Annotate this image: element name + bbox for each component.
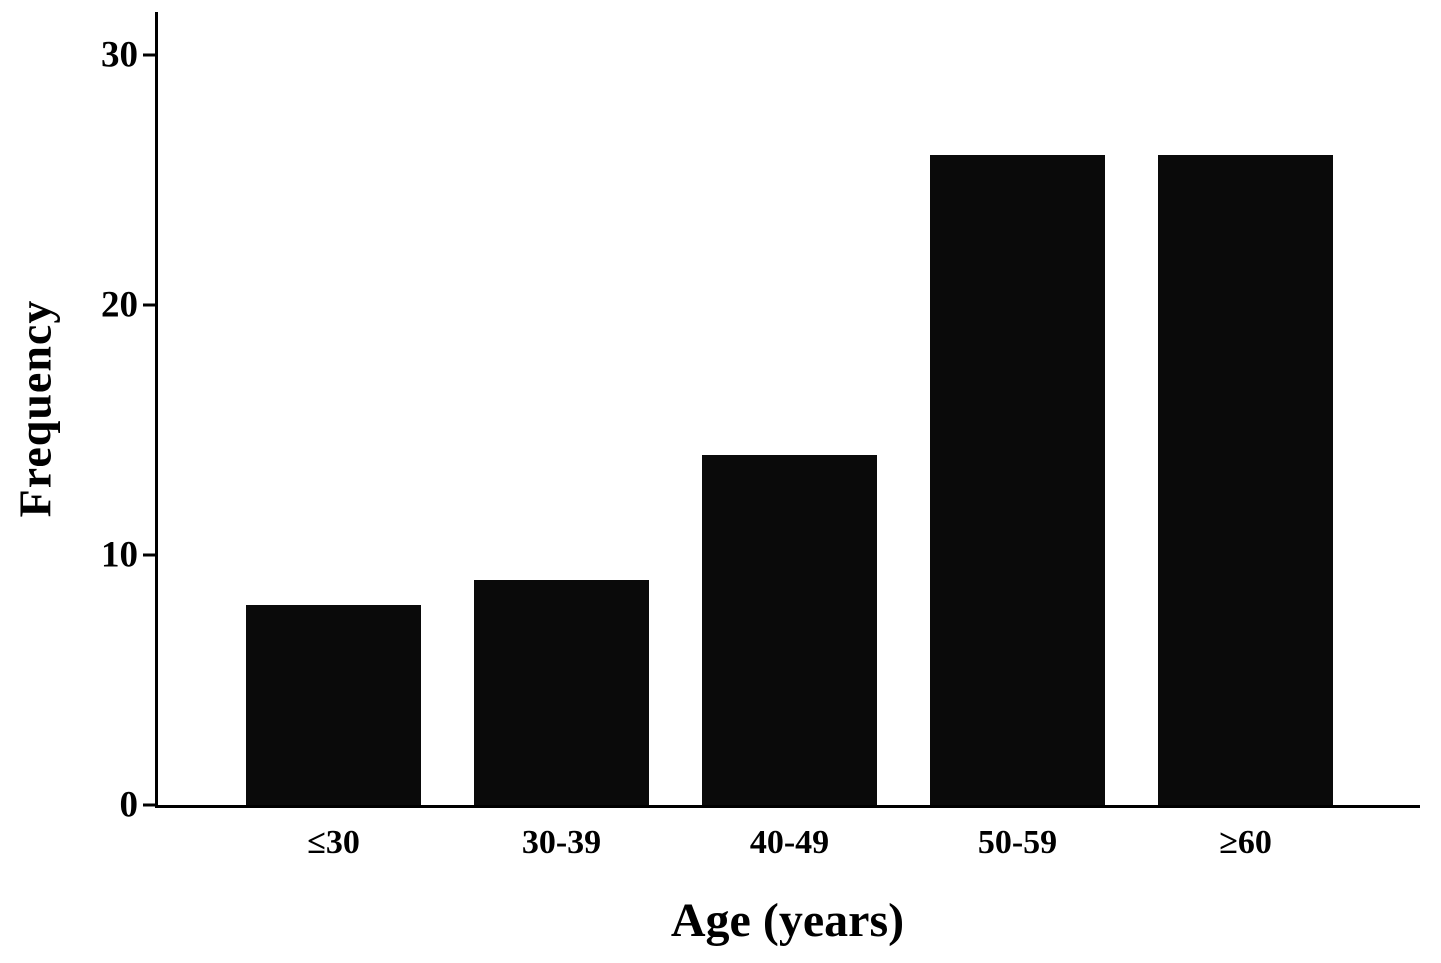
y-tick-mark <box>143 553 155 557</box>
bar-5 <box>1158 155 1333 805</box>
plot-area: 0 10 20 30 <box>101 37 1420 824</box>
bar-3 <box>702 455 877 805</box>
y-tick-label: 30 <box>101 34 138 76</box>
bar-1 <box>246 605 421 805</box>
y-tick-mark <box>143 803 155 807</box>
x-tick-label: 30-39 <box>521 824 602 861</box>
y-tick-mark <box>143 53 155 57</box>
x-tick-label: 40-49 <box>749 824 830 861</box>
x-axis-title: Age (years) <box>670 894 905 947</box>
y-tick-mark <box>143 303 155 307</box>
bar-4 <box>930 155 1105 805</box>
y-axis-line-extension <box>155 12 158 55</box>
y-axis-title: Frequency <box>9 299 61 518</box>
x-tick-label: 50-59 <box>977 824 1058 861</box>
x-axis-tick-labels: ≤30 30-39 40-49 50-59 ≥60 <box>158 824 1420 874</box>
y-tick-label: 0 <box>119 784 139 826</box>
bar-2 <box>474 580 649 805</box>
x-tick-label: ≤30 <box>307 824 360 861</box>
x-tick-label: ≥60 <box>1219 824 1272 861</box>
y-tick-label: 20 <box>101 284 138 326</box>
y-axis-title-container: Frequency <box>0 12 70 805</box>
y-tick-label: 10 <box>101 534 138 576</box>
